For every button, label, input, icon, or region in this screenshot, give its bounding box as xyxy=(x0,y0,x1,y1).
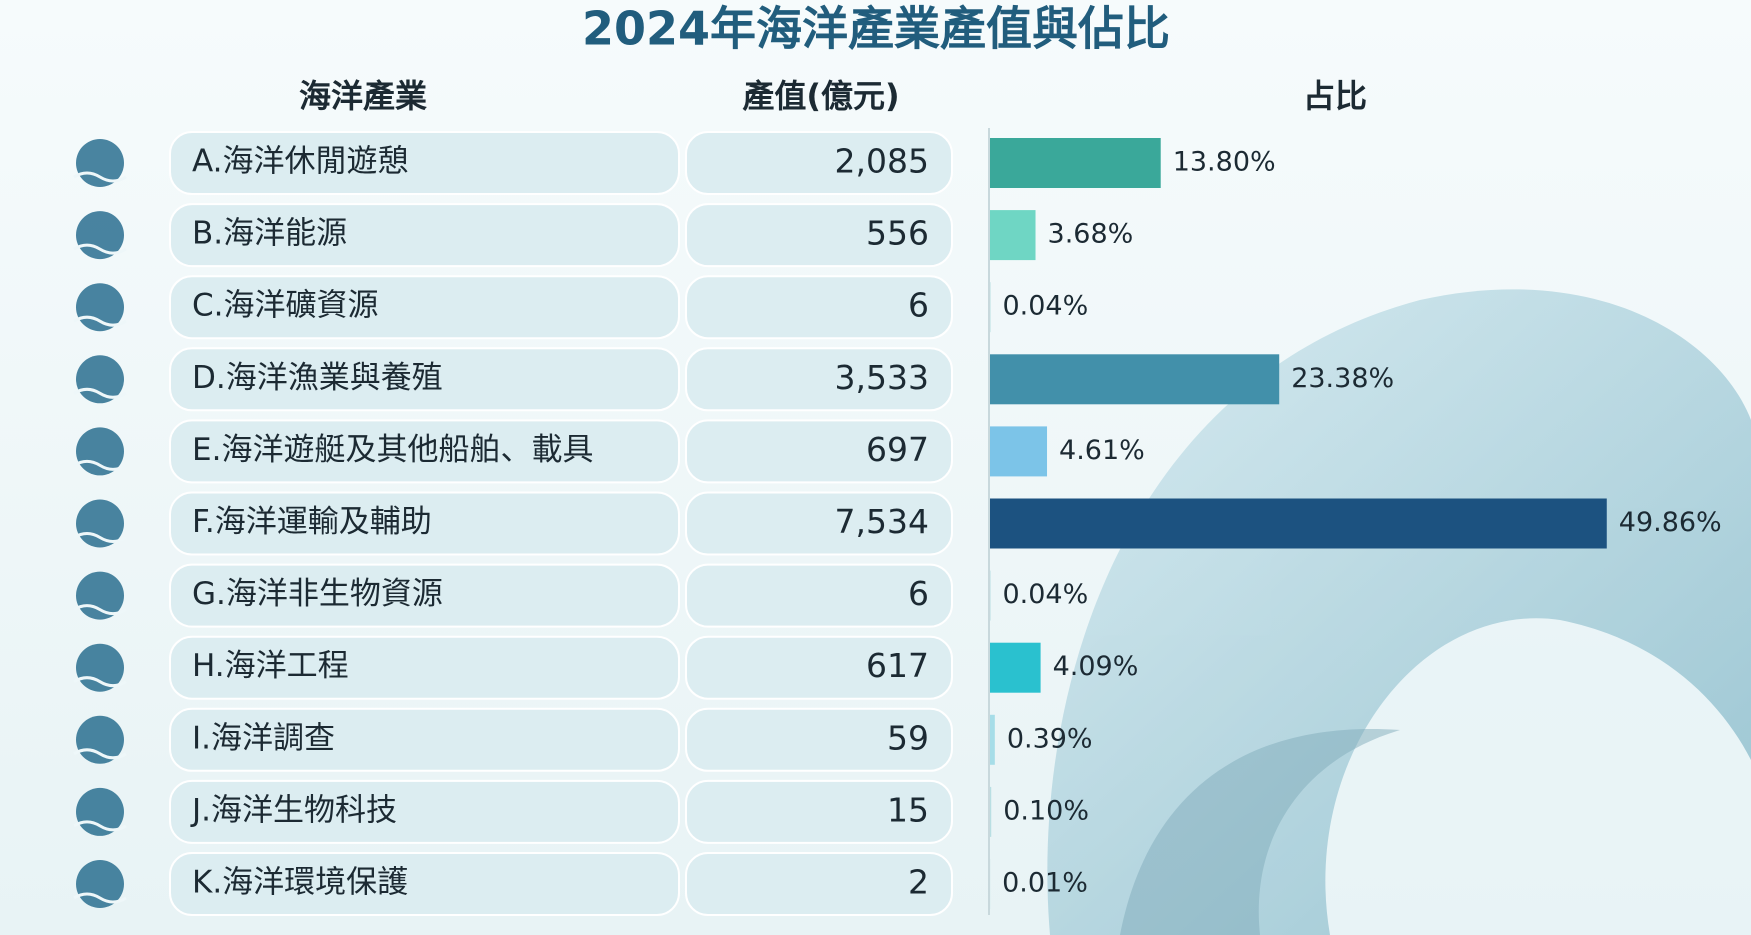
icon xyxy=(76,643,124,692)
amount-cell xyxy=(685,419,953,484)
icon-wave xyxy=(73,315,127,327)
column-header: 海洋產業 xyxy=(299,77,427,115)
category-cell xyxy=(169,635,680,700)
title: 2024年海洋產業產值與佔比 xyxy=(582,2,1170,56)
icon xyxy=(76,427,124,476)
column-header: 產值(億元) xyxy=(742,77,899,115)
value-label: 49.86% xyxy=(1619,507,1722,538)
category-label: D.海洋漁業與養殖 xyxy=(192,360,443,396)
amount-cell xyxy=(685,707,953,772)
amount: 2,085 xyxy=(835,142,929,181)
wave-shadow xyxy=(1120,728,1400,935)
bar xyxy=(990,498,1607,549)
icon xyxy=(76,211,124,260)
icon xyxy=(76,715,124,764)
icon xyxy=(76,139,124,187)
category-cell xyxy=(169,779,680,844)
amount: 556 xyxy=(866,214,929,253)
amount-cell xyxy=(685,635,953,700)
value-label: 0.04% xyxy=(1002,291,1088,322)
category-label: B.海洋能源 xyxy=(192,216,347,252)
bar xyxy=(990,210,1036,261)
amount-cell xyxy=(685,203,953,268)
icon xyxy=(76,571,124,620)
category-label: I.海洋調查 xyxy=(192,720,335,756)
amount-cell xyxy=(685,347,953,412)
amount-cell xyxy=(685,491,953,556)
value-label: 0.10% xyxy=(1003,795,1089,826)
category-cell xyxy=(169,491,680,556)
amount: 3,533 xyxy=(835,358,929,397)
icon-wave xyxy=(73,748,127,760)
icon-wave xyxy=(73,676,127,688)
category-cell xyxy=(169,347,680,412)
icon xyxy=(76,860,124,908)
icon xyxy=(76,787,124,836)
value-label: 0.39% xyxy=(1007,723,1093,754)
icon-wave xyxy=(73,604,127,616)
bar xyxy=(990,426,1048,477)
amount-cell xyxy=(685,779,953,844)
column-header: 占比 xyxy=(1303,77,1367,115)
category-cell xyxy=(169,131,680,195)
amount-cell xyxy=(685,563,953,628)
value-label: 4.09% xyxy=(1053,651,1139,682)
amount: 6 xyxy=(908,286,929,325)
category-label: C.海洋礦資源 xyxy=(192,288,379,324)
value-label: 23.38% xyxy=(1291,363,1394,394)
value-label: 13.80% xyxy=(1173,147,1276,178)
bar xyxy=(990,138,1161,188)
amount: 617 xyxy=(866,646,929,685)
category-label: A.海洋休閒遊憩 xyxy=(192,144,409,180)
bar xyxy=(990,642,1041,693)
wave-decoration xyxy=(1047,289,1751,935)
icon-wave xyxy=(73,459,127,471)
category-label: J.海洋生物科技 xyxy=(190,792,397,828)
bar xyxy=(990,354,1280,405)
icon-wave xyxy=(73,820,127,832)
category-cell xyxy=(169,563,680,628)
wave-curl xyxy=(1325,618,1751,935)
icon-wave xyxy=(73,243,127,255)
category-cell xyxy=(169,203,680,268)
amount: 6 xyxy=(908,574,929,613)
icon xyxy=(76,355,124,404)
value-label: 3.68% xyxy=(1048,219,1134,250)
value-label: 0.01% xyxy=(1002,868,1088,899)
category-cell xyxy=(169,707,680,772)
icon-wave xyxy=(73,892,127,904)
amount: 15 xyxy=(887,790,929,829)
amount: 2 xyxy=(908,863,929,902)
category-label: H.海洋工程 xyxy=(192,648,349,684)
icon xyxy=(76,283,124,332)
category-label: K.海洋環境保護 xyxy=(192,865,408,901)
amount: 59 xyxy=(887,718,929,757)
value-label: 0.04% xyxy=(1002,579,1088,610)
category-cell xyxy=(169,852,680,916)
icon xyxy=(76,499,124,548)
amount-cell xyxy=(685,852,953,916)
value-label: 4.61% xyxy=(1059,435,1145,466)
category-cell xyxy=(169,419,680,484)
icon-wave xyxy=(73,171,127,183)
icon-wave xyxy=(73,532,127,543)
amount-cell xyxy=(685,275,953,340)
bar xyxy=(990,714,995,765)
category-label: F.海洋運輸及輔助 xyxy=(192,504,432,540)
amount-cell xyxy=(685,131,953,195)
icon-wave xyxy=(73,387,127,399)
category-label: G.海洋非生物資源 xyxy=(192,576,443,612)
category-cell xyxy=(169,275,680,340)
amount: 697 xyxy=(866,430,929,469)
category-label: E.海洋遊艇及其他船舶、載具 xyxy=(192,432,593,468)
bar xyxy=(990,786,992,837)
amount: 7,534 xyxy=(835,502,929,541)
